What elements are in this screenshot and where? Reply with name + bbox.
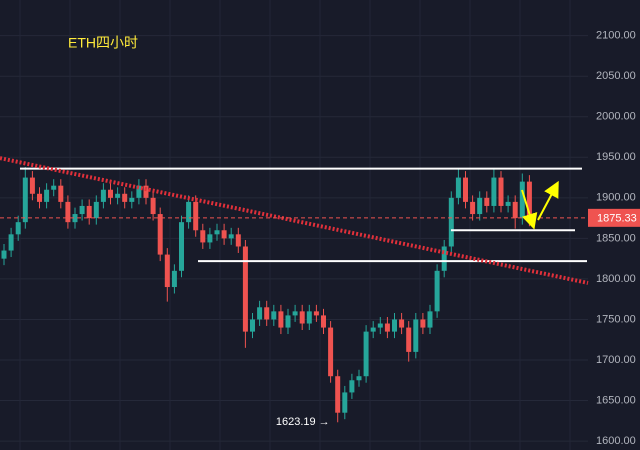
candle-body xyxy=(15,222,21,235)
candle-body xyxy=(108,189,113,198)
candle-body xyxy=(313,311,319,316)
candle-body xyxy=(179,222,184,271)
candle-body xyxy=(100,189,106,202)
y-tick-label: 2100.00 xyxy=(596,30,636,42)
arrow-down xyxy=(521,189,538,230)
candle-body xyxy=(484,197,490,206)
candle-body xyxy=(250,319,255,332)
candle-body xyxy=(242,246,248,332)
y-tick-label: 1600.00 xyxy=(596,435,636,447)
y-tick-label: 1850.00 xyxy=(596,232,636,244)
candle-body xyxy=(235,234,241,247)
candle-body xyxy=(93,201,99,219)
candle-body xyxy=(278,311,284,328)
candle-body xyxy=(72,214,78,223)
candle-body xyxy=(328,327,334,377)
candle-body xyxy=(221,230,227,239)
candle-body xyxy=(65,201,71,223)
candle-body xyxy=(505,201,511,206)
candle-body xyxy=(477,197,483,215)
price-tag-label: 1875.33 xyxy=(597,213,637,225)
y-tick-label: 1700.00 xyxy=(596,354,636,366)
candle-body xyxy=(463,177,468,202)
y-tick-label: 1950.00 xyxy=(596,151,636,163)
y-tick-label: 2050.00 xyxy=(596,70,636,82)
candle-body xyxy=(1,250,7,259)
candle-body xyxy=(214,230,220,235)
price-tag xyxy=(588,208,640,227)
candle-body xyxy=(448,197,454,247)
candle-body xyxy=(399,319,405,328)
candle-body xyxy=(491,177,497,206)
candle-body xyxy=(164,254,170,288)
y-tick-label: 1800.00 xyxy=(596,273,636,285)
candle-body xyxy=(122,193,128,202)
chart-title: ETH四小时 xyxy=(68,35,138,51)
grid xyxy=(0,0,588,450)
candle-body xyxy=(29,177,35,194)
candle-body xyxy=(335,376,341,413)
candle-body xyxy=(519,181,525,219)
candle-body xyxy=(207,234,213,243)
candle-body xyxy=(349,380,355,393)
candle-body xyxy=(79,205,85,215)
candle-body xyxy=(285,315,291,328)
candle-body xyxy=(406,327,412,352)
candle-body xyxy=(498,177,504,206)
candle-body xyxy=(370,327,376,332)
candle-body xyxy=(143,185,149,198)
candle-body xyxy=(292,311,298,316)
candle-body xyxy=(228,234,234,239)
candle-body xyxy=(271,311,277,320)
candle-body xyxy=(377,323,383,328)
candle-body xyxy=(136,185,142,198)
candle-body xyxy=(8,234,14,251)
candle-body xyxy=(37,193,42,202)
candle-body xyxy=(129,197,135,202)
candle-body xyxy=(455,177,461,198)
candle-body xyxy=(171,270,177,288)
candle-body xyxy=(186,201,192,223)
candle-body xyxy=(392,319,397,332)
y-tick-label: 1750.00 xyxy=(596,313,636,325)
candle-body xyxy=(413,319,419,352)
candle-body xyxy=(321,315,326,328)
candle-body xyxy=(299,311,305,324)
y-tick-label: 1900.00 xyxy=(596,192,636,204)
candle-body xyxy=(512,201,518,219)
y-tick-label: 2000.00 xyxy=(596,111,636,123)
candle-body xyxy=(22,177,28,223)
candle-body xyxy=(264,307,270,320)
candle-body xyxy=(470,201,476,215)
candle-body xyxy=(51,185,57,190)
candle-body xyxy=(193,201,199,231)
candle-body xyxy=(306,311,312,324)
candle-body xyxy=(356,376,362,381)
low-annotation: 1623.19 → xyxy=(276,416,330,428)
arrow-up xyxy=(537,180,559,221)
candle-body xyxy=(157,214,163,255)
candle-body xyxy=(441,246,447,271)
candle-body xyxy=(86,205,92,219)
candle-body xyxy=(526,181,532,218)
trendline xyxy=(0,156,589,285)
candle-body xyxy=(434,270,440,312)
candle-body xyxy=(44,189,50,202)
plot xyxy=(0,156,589,423)
candle-body xyxy=(115,193,121,198)
candle-body xyxy=(200,230,206,243)
candle-body xyxy=(420,319,426,328)
candle-body xyxy=(342,392,348,413)
y-tick-label: 1650.00 xyxy=(596,394,636,406)
candle-body xyxy=(384,323,390,332)
candle-body xyxy=(257,307,263,320)
candle-body xyxy=(150,197,156,215)
candle-body xyxy=(58,185,64,202)
candle-body xyxy=(363,331,369,377)
candle-body xyxy=(427,311,433,328)
